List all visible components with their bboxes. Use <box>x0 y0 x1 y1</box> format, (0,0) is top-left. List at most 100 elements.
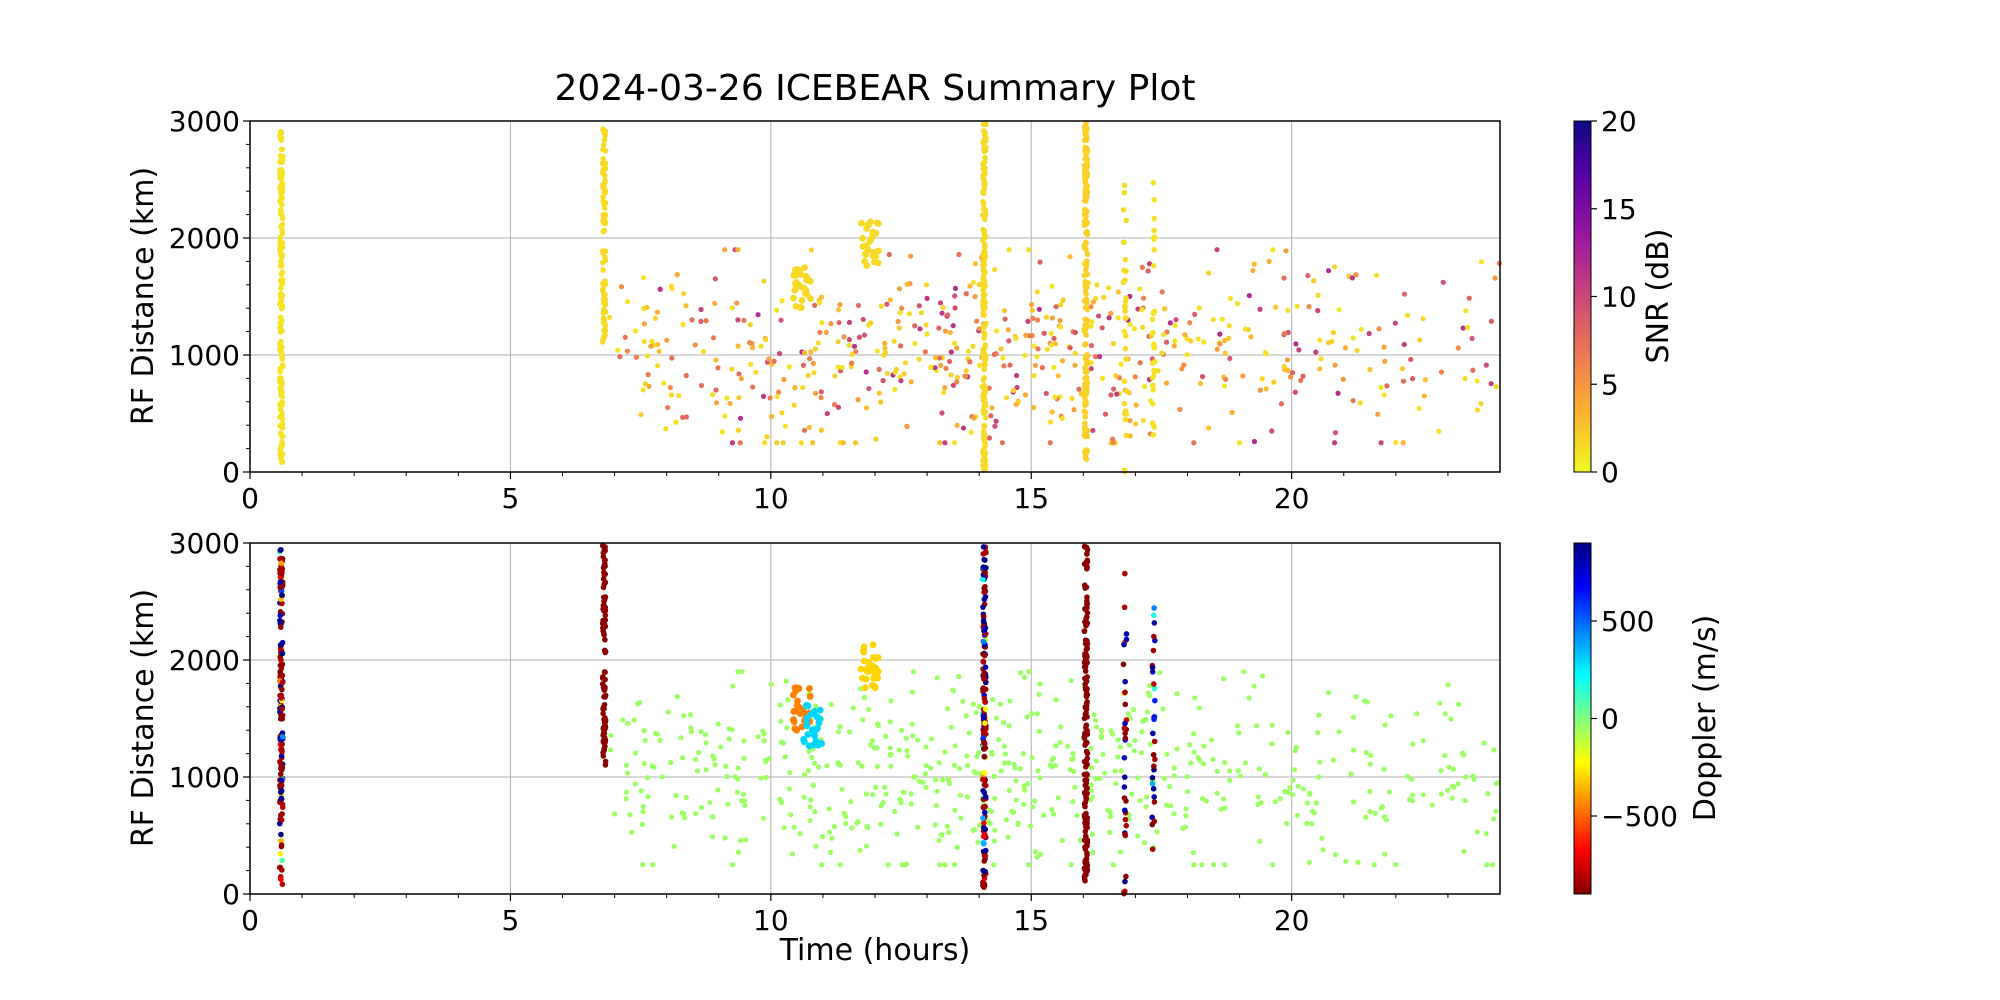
data-point <box>1336 729 1342 735</box>
data-point <box>994 328 1000 334</box>
data-point <box>600 142 607 148</box>
data-point <box>1131 326 1137 332</box>
data-point <box>981 186 987 193</box>
data-point <box>1251 261 1257 267</box>
data-point <box>602 332 608 338</box>
data-point <box>633 354 640 360</box>
data-point <box>1131 748 1137 754</box>
data-point <box>652 315 659 321</box>
data-point <box>974 318 980 324</box>
data-point <box>762 440 768 446</box>
data-point <box>1150 432 1157 438</box>
data-point <box>1393 439 1399 446</box>
data-point <box>981 422 987 429</box>
data-point <box>1151 197 1157 203</box>
data-point <box>924 295 930 301</box>
data-point <box>642 381 648 387</box>
data-point <box>1300 373 1306 379</box>
data-point <box>803 722 811 730</box>
data-point <box>1055 373 1061 379</box>
data-point <box>1059 358 1066 364</box>
data-point <box>279 227 285 233</box>
data-point <box>1316 712 1322 718</box>
data-point <box>972 770 979 776</box>
data-point <box>1082 704 1089 710</box>
data-point <box>898 378 904 384</box>
data-point <box>860 717 866 723</box>
colorbar-tick-label: −500 <box>1601 800 1678 833</box>
data-point <box>980 659 987 665</box>
data-point <box>1187 320 1193 326</box>
data-point <box>865 706 872 713</box>
data-point <box>1242 326 1249 332</box>
data-point <box>982 868 988 875</box>
data-point <box>680 321 686 328</box>
data-point <box>755 734 761 740</box>
data-point <box>1199 862 1205 868</box>
data-point <box>668 814 675 820</box>
data-point <box>846 336 853 343</box>
data-point <box>989 405 995 411</box>
data-point <box>1236 730 1242 736</box>
data-point <box>664 337 670 343</box>
data-point <box>277 574 284 581</box>
data-point <box>1122 332 1129 339</box>
data-point <box>1316 774 1322 780</box>
data-point <box>1184 788 1191 795</box>
data-point <box>866 322 872 328</box>
data-point <box>1083 155 1090 162</box>
data-point <box>1304 800 1311 806</box>
data-point <box>981 366 987 373</box>
data-point <box>903 735 909 741</box>
data-point <box>1083 198 1089 204</box>
data-point <box>1174 691 1180 697</box>
data-point <box>1090 427 1096 434</box>
data-point <box>956 251 962 258</box>
data-point <box>777 702 783 708</box>
data-point <box>980 393 986 400</box>
data-point <box>1083 171 1089 177</box>
data-point <box>780 440 786 446</box>
data-point <box>1084 306 1091 313</box>
data-point <box>1283 248 1289 254</box>
data-point <box>1122 303 1128 309</box>
data-point <box>1149 780 1156 787</box>
data-point <box>1150 262 1157 269</box>
data-point <box>980 275 986 282</box>
data-point <box>1350 398 1356 404</box>
data-point <box>840 440 846 446</box>
data-point <box>1070 798 1076 805</box>
data-point <box>942 749 948 755</box>
data-point <box>982 130 988 136</box>
data-point <box>277 782 283 789</box>
data-point <box>602 148 609 154</box>
data-point <box>1022 352 1028 359</box>
data-point <box>866 237 874 245</box>
data-point <box>848 799 854 805</box>
data-point <box>1049 283 1055 289</box>
data-point <box>982 154 988 161</box>
data-point <box>778 317 784 323</box>
data-point <box>864 843 870 849</box>
data-point <box>952 305 958 311</box>
data-point <box>278 167 285 173</box>
data-point <box>735 776 741 782</box>
data-point <box>818 389 824 395</box>
data-point <box>982 356 989 363</box>
data-point <box>612 811 618 817</box>
data-point <box>1381 392 1387 398</box>
data-point <box>970 701 976 707</box>
data-point <box>1331 440 1338 446</box>
data-point <box>1393 861 1399 868</box>
data-point <box>861 684 869 692</box>
colorbar-tick-label: 0 <box>1601 456 1619 489</box>
data-point <box>1002 316 1008 322</box>
data-point <box>912 340 918 347</box>
data-point <box>1058 324 1064 330</box>
data-point <box>279 804 286 811</box>
x-tick-label: 20 <box>1274 482 1310 515</box>
data-point <box>1460 325 1466 331</box>
data-point <box>735 427 741 433</box>
data-point <box>1120 661 1127 668</box>
